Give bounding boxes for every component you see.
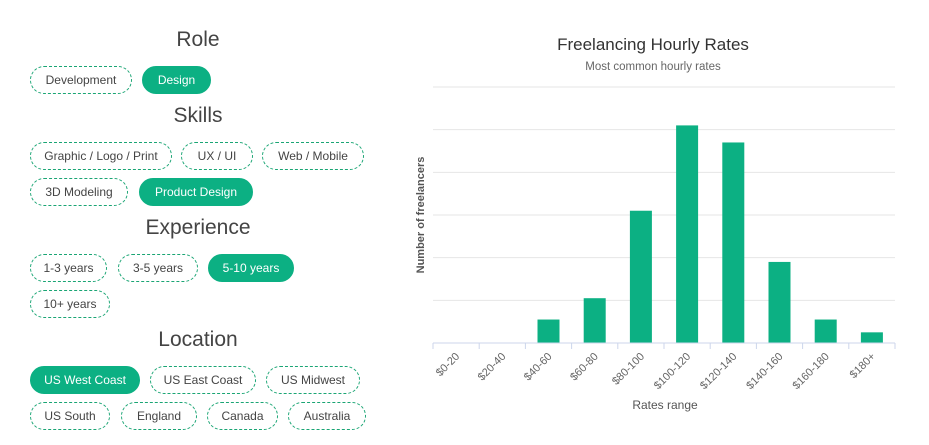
experience-10-plus-pill[interactable]: 10+ years [30,290,110,318]
bar[interactable] [722,142,745,343]
x-tick-label: $160-180 [790,351,831,392]
chart-svg: Freelancing Hourly Rates Most common hou… [415,35,896,412]
location-us-east-coast-pill[interactable]: US East Coast [150,366,256,394]
bar[interactable] [676,125,699,344]
location-canada-pill[interactable]: Canada [207,402,278,430]
gridlines [433,86,895,301]
x-tick-label: $80-100 [610,351,647,388]
skill-3d-modeling-pill[interactable]: 3D Modeling [30,178,128,206]
skill-product-design-pill[interactable]: Product Design [139,178,253,206]
location-us-midwest-pill[interactable]: US Midwest [266,366,360,394]
location-england-pill[interactable]: England [121,402,197,430]
role-development-pill[interactable]: Development [30,66,132,94]
x-tick-label: $140-160 [744,351,785,392]
bar[interactable] [814,319,837,343]
skill-web-mobile-pill[interactable]: Web / Mobile [262,142,364,170]
filter-panel: Role Development Design Skills Graphic /… [0,0,396,445]
x-axis-ticks: $0-20 $20-40 $40-60 $60-80 $80-100 $100-120 $1… [432,343,896,392]
x-tick-label: $20-40 [476,351,509,384]
location-australia-pill[interactable]: Australia [288,402,366,430]
hourly-rates-chart: Freelancing Hourly Rates Most common hou… [400,0,929,445]
location-us-west-coast-pill[interactable]: US West Coast [30,366,140,394]
bar[interactable] [860,332,883,343]
role-design-pill[interactable]: Design [142,66,211,94]
experience-5-10-pill[interactable]: 5-10 years [208,254,294,282]
bar[interactable] [583,298,606,343]
experience-title: Experience [145,216,251,239]
x-tick-label: $100-120 [652,351,693,392]
x-tick-label: $120-140 [698,351,739,392]
skill-graphic-pill[interactable]: Graphic / Logo / Print [30,142,172,170]
skills-title: Skills [173,104,223,127]
chart-title: Freelancing Hourly Rates [557,35,749,54]
x-tick-label: $60-80 [568,351,601,384]
y-axis-title: Number of freelancers [415,157,427,274]
chart-subtitle: Most common hourly rates [585,61,721,73]
skill-ux-ui-pill[interactable]: UX / UI [181,142,253,170]
x-axis-title: Rates range [632,398,698,412]
x-tick-label: $0-20 [434,351,462,379]
experience-1-3-pill[interactable]: 1-3 years [30,254,107,282]
location-title: Location [158,328,238,351]
location-us-south-pill[interactable]: US South [30,402,110,430]
bar[interactable] [629,210,652,343]
bar[interactable] [537,319,560,343]
bar[interactable] [768,261,791,343]
experience-3-5-pill[interactable]: 3-5 years [118,254,198,282]
x-tick-label: $180+ [848,351,878,381]
x-tick-label: $40-60 [522,351,555,384]
role-title: Role [176,28,220,51]
bars [537,125,883,344]
